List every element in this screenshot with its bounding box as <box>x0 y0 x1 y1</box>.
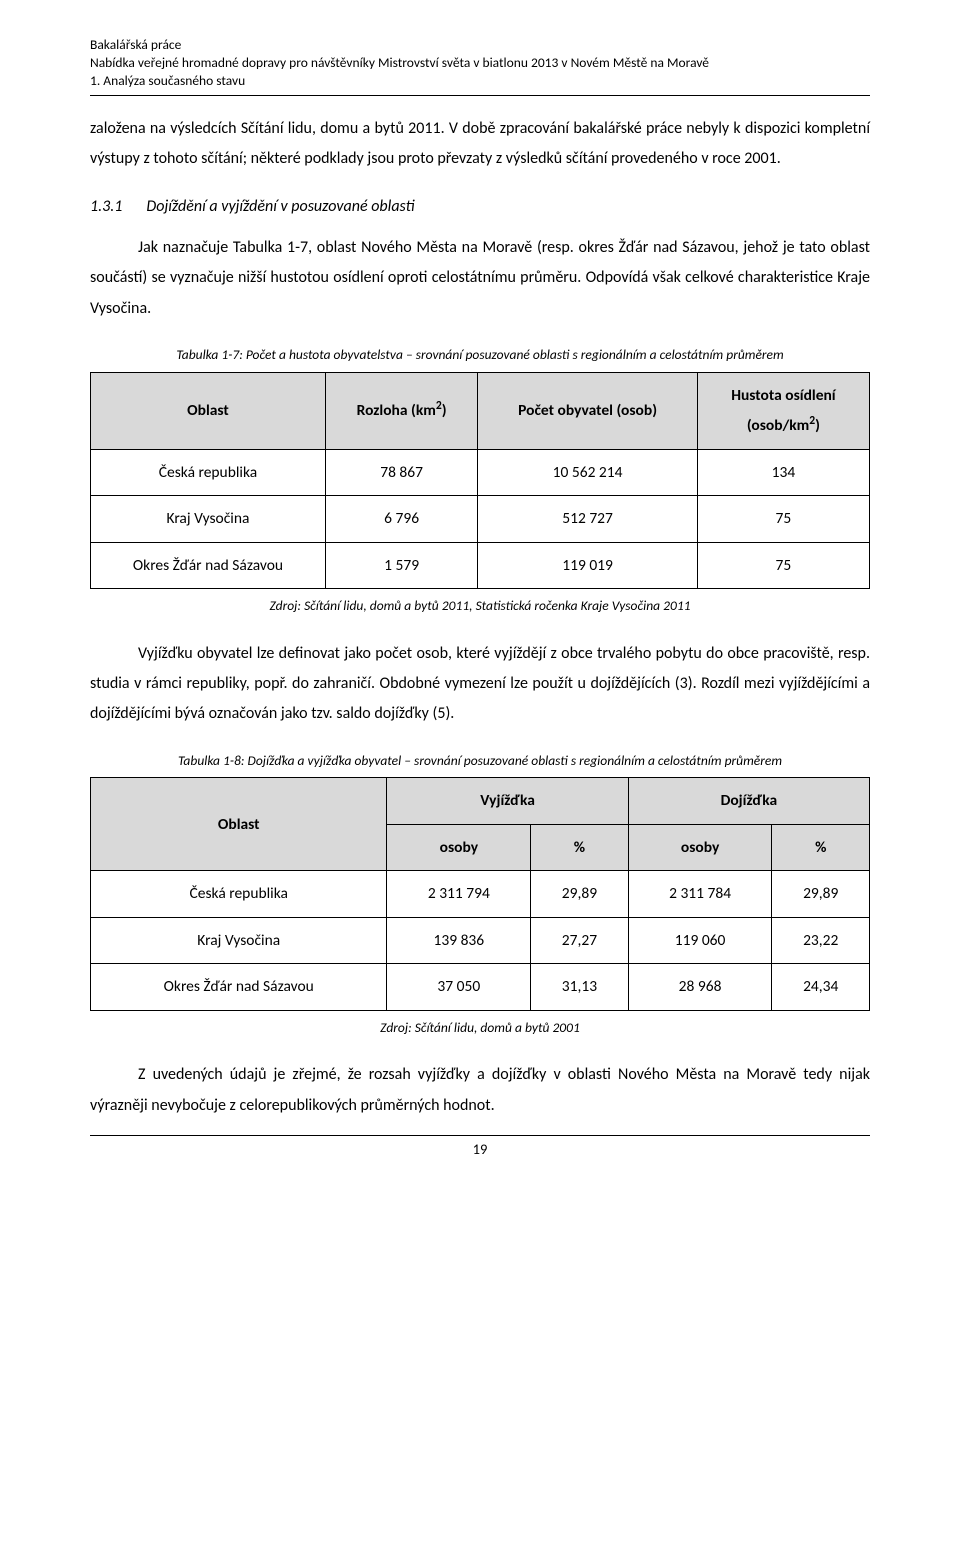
cell-v-pct: 27,27 <box>531 917 629 963</box>
page-header: Bakalářská práce Nabídka veřejné hromadn… <box>90 36 870 91</box>
cell-pop: 119 019 <box>478 542 698 588</box>
cell-d-pct: 24,34 <box>772 964 870 1010</box>
cell-label: Okres Žďár nad Sázavou <box>91 964 387 1010</box>
cell-d-osoby: 2 311 784 <box>628 871 772 917</box>
cell-label: Okres Žďár nad Sázavou <box>91 542 326 588</box>
col-header-rozloha: Rozloha (km2) <box>325 372 477 449</box>
subheader-pct: % <box>531 824 629 870</box>
cell-dens: 75 <box>697 496 869 542</box>
table-1: Oblast Rozloha (km2) Počet obyvatel (oso… <box>90 372 870 589</box>
table-row: Kraj Vysočina 6 796 512 727 75 <box>91 496 870 542</box>
paragraph-2: Jak naznačuje Tabulka 1-7, oblast Nového… <box>90 233 870 324</box>
col-header-hustota-line2: (osob/km2) <box>708 410 859 441</box>
header-line-2: Nabídka veřejné hromadné dopravy pro náv… <box>90 54 870 72</box>
cell-d-pct: 23,22 <box>772 917 870 963</box>
section-number: 1.3.1 <box>90 192 122 222</box>
cell-dens: 134 <box>697 449 869 495</box>
table-row: Kraj Vysočina 139 836 27,27 119 060 23,2… <box>91 917 870 963</box>
subheader-osoby: osoby <box>387 824 531 870</box>
page-number: 19 <box>90 1140 870 1158</box>
cell-d-osoby: 28 968 <box>628 964 772 1010</box>
body: založena na výsledcích Sčítání lidu, dom… <box>90 114 870 1121</box>
col-header-oblast: Oblast <box>91 372 326 449</box>
subheader-pct: % <box>772 824 870 870</box>
col-header-oblast: Oblast <box>91 778 387 871</box>
col-header-vyjizdka: Vyjížďka <box>387 778 628 824</box>
header-rule <box>90 95 870 96</box>
cell-pop: 10 562 214 <box>478 449 698 495</box>
cell-label: Kraj Vysočina <box>91 496 326 542</box>
col-header-rozloha-post: ) <box>442 402 447 421</box>
cell-v-pct: 31,13 <box>531 964 629 1010</box>
cell-v-osoby: 139 836 <box>387 917 531 963</box>
col-header-hustota: Hustota osídlení (osob/km2) <box>697 372 869 449</box>
header-line-1: Bakalářská práce <box>90 36 870 54</box>
cell-label: Kraj Vysočina <box>91 917 387 963</box>
section-heading: 1.3.1 Dojíždění a vyjíždění v posuzované… <box>90 192 870 222</box>
table-2-source: Zdroj: Sčítání lidu, domů a bytů 2001 <box>90 1015 870 1041</box>
col-header-dojizdka: Dojížďka <box>628 778 869 824</box>
table-row: Česká republika 2 311 794 29,89 2 311 78… <box>91 871 870 917</box>
cell-d-osoby: 119 060 <box>628 917 772 963</box>
table-row: Oblast Vyjížďka Dojížďka <box>91 778 870 824</box>
cell-area: 6 796 <box>325 496 477 542</box>
table-row: Okres Žďár nad Sázavou 37 050 31,13 28 9… <box>91 964 870 1010</box>
cell-v-osoby: 2 311 794 <box>387 871 531 917</box>
col-header-pocet: Počet obyvatel (osob) <box>478 372 698 449</box>
paragraph-3: Vyjížďku obyvatel lze definovat jako poč… <box>90 639 870 730</box>
col-header-hustota-pre: (osob/km <box>747 416 809 435</box>
table-row: Okres Žďár nad Sázavou 1 579 119 019 75 <box>91 542 870 588</box>
cell-area: 78 867 <box>325 449 477 495</box>
table-2: Oblast Vyjížďka Dojížďka osoby % osoby %… <box>90 777 870 1010</box>
cell-label: Česká republika <box>91 871 387 917</box>
table-row: Česká republika 78 867 10 562 214 134 <box>91 449 870 495</box>
section-title: Dojíždění a vyjíždění v posuzované oblas… <box>146 192 414 222</box>
header-line-3: 1. Analýza současného stavu <box>90 72 870 90</box>
paragraph-4: Z uvedených údajů je zřejmé, že rozsah v… <box>90 1060 870 1121</box>
table-1-caption: Tabulka 1-7: Počet a hustota obyvatelstv… <box>90 342 870 368</box>
table-2-caption: Tabulka 1-8: Dojížďka a vyjížďka obyvate… <box>90 748 870 774</box>
table-1-source: Zdroj: Sčítání lidu, domů a bytů 2011, S… <box>90 593 870 619</box>
footer-rule <box>90 1135 870 1136</box>
cell-dens: 75 <box>697 542 869 588</box>
cell-v-osoby: 37 050 <box>387 964 531 1010</box>
cell-pop: 512 727 <box>478 496 698 542</box>
paragraph-1: založena na výsledcích Sčítání lidu, dom… <box>90 114 870 175</box>
col-header-rozloha-pre: Rozloha (km <box>357 402 436 421</box>
col-header-hustota-post: ) <box>815 416 820 435</box>
cell-area: 1 579 <box>325 542 477 588</box>
cell-label: Česká republika <box>91 449 326 495</box>
page: Bakalářská práce Nabídka veřejné hromadn… <box>0 0 960 1194</box>
cell-v-pct: 29,89 <box>531 871 629 917</box>
col-header-hustota-line1: Hustota osídlení <box>708 381 859 410</box>
subheader-osoby: osoby <box>628 824 772 870</box>
table-row: Oblast Rozloha (km2) Počet obyvatel (oso… <box>91 372 870 449</box>
cell-d-pct: 29,89 <box>772 871 870 917</box>
